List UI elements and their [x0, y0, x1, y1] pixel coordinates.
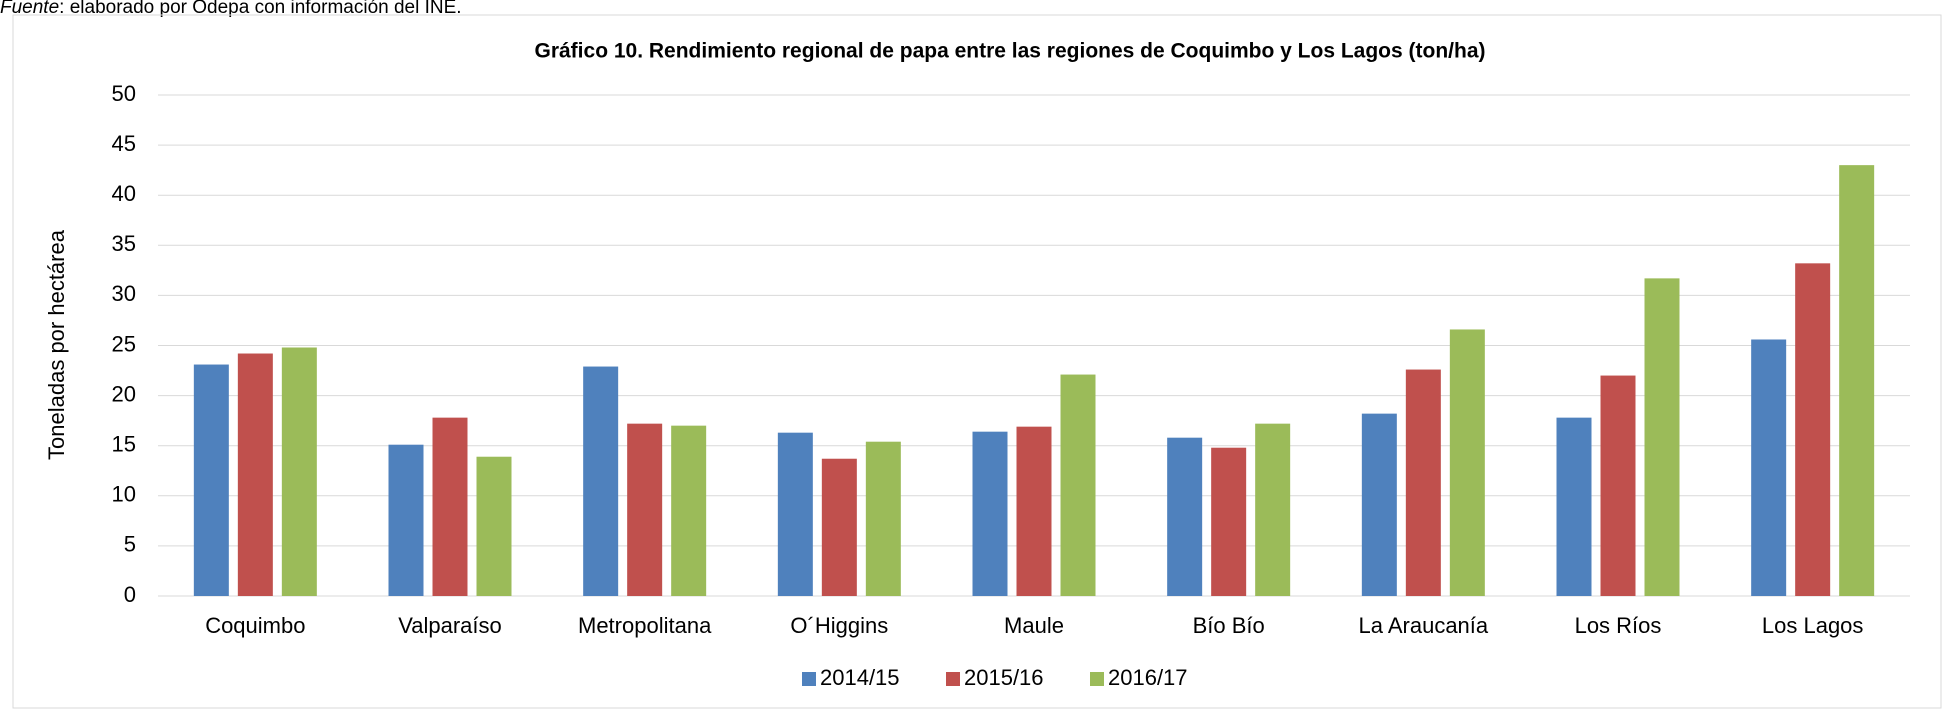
bar	[1751, 339, 1787, 596]
x-tick-label: Valparaíso	[398, 613, 502, 638]
y-tick-label: 5	[124, 532, 136, 557]
y-axis-label: Toneladas por hectárea	[44, 229, 69, 460]
chart-title: Gráfico 10. Rendimiento regional de papa…	[535, 40, 1486, 63]
y-tick-label: 30	[112, 281, 136, 306]
y-tick-label: 35	[112, 231, 136, 256]
bar	[1255, 423, 1291, 596]
bar	[476, 456, 512, 596]
bar	[1167, 437, 1203, 596]
y-tick-label: 0	[124, 582, 136, 607]
x-tick-label: La Araucanía	[1358, 613, 1488, 638]
bar	[627, 423, 663, 596]
x-tick-label: Los Ríos	[1575, 613, 1662, 638]
source-label: Fuente	[0, 0, 59, 18]
source-text: : elaborado por Odepa con información de…	[59, 0, 461, 18]
bar	[583, 366, 619, 596]
bar	[972, 431, 1008, 596]
bar	[1795, 263, 1831, 596]
bar	[432, 417, 468, 596]
bar	[1644, 278, 1680, 596]
bar	[671, 425, 707, 596]
y-tick-label: 20	[112, 381, 136, 406]
chart-frame	[12, 14, 1942, 709]
bar	[193, 364, 229, 596]
x-tick-label: Maule	[1004, 613, 1064, 638]
y-tick-label: 40	[112, 181, 136, 206]
y-tick-label: 25	[112, 331, 136, 356]
x-tick-label: Metropolitana	[578, 613, 712, 638]
bar	[1405, 369, 1441, 596]
x-tick-label: Los Lagos	[1762, 613, 1864, 638]
legend-label: 2015/16	[964, 665, 1044, 690]
bar	[1600, 375, 1636, 596]
x-tick-label: O´Higgins	[790, 613, 888, 638]
legend-swatch	[1090, 672, 1104, 686]
bar	[388, 444, 424, 596]
legend-label: 2016/17	[1108, 665, 1188, 690]
bar	[865, 441, 901, 596]
x-tick-label: Bío Bío	[1193, 613, 1265, 638]
y-tick-label: 50	[112, 81, 136, 106]
source-note: Fuente: elaborado por Odepa con informac…	[0, 0, 462, 18]
bar	[1449, 329, 1485, 596]
bar	[777, 432, 813, 596]
legend-swatch	[802, 672, 816, 686]
bar	[1060, 374, 1096, 596]
y-tick-label: 10	[112, 482, 136, 507]
bar	[1839, 165, 1875, 596]
bar	[1016, 426, 1052, 596]
x-tick-label: Coquimbo	[205, 613, 305, 638]
bar	[1211, 447, 1247, 596]
legend-label: 2014/15	[820, 665, 900, 690]
bar	[1361, 413, 1397, 596]
y-tick-label: 45	[112, 131, 136, 156]
legend-swatch	[946, 672, 960, 686]
bar	[237, 353, 273, 596]
bar	[821, 458, 857, 596]
bar	[281, 347, 317, 596]
y-tick-label: 15	[112, 432, 136, 457]
bar	[1556, 417, 1592, 596]
